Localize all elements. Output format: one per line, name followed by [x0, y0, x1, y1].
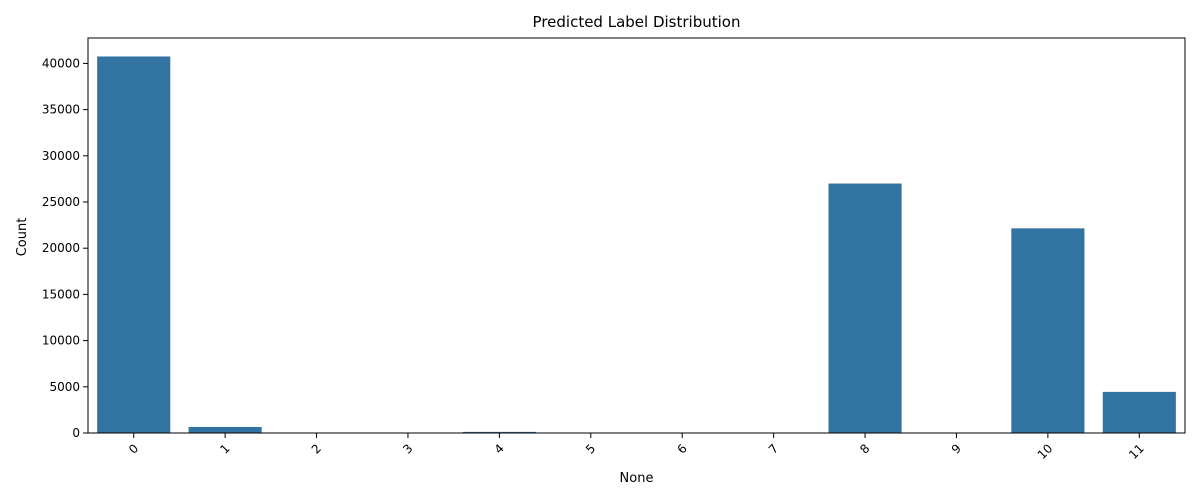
x-tick-label: 10 — [1035, 441, 1056, 462]
x-tick-label: 5 — [583, 441, 598, 456]
bar-0 — [97, 56, 170, 433]
x-tick-label: 7 — [766, 441, 781, 456]
bar-1 — [189, 427, 262, 433]
x-tick-label: 2 — [309, 441, 324, 456]
x-axis-ticks: 0 1 2 3 4 5 6 7 8 9 10 11 — [126, 433, 1147, 462]
x-tick-label: 11 — [1126, 441, 1147, 462]
y-tick-label: 25000 — [42, 195, 80, 209]
x-tick-label: 4 — [492, 441, 507, 456]
y-tick-label: 30000 — [42, 149, 80, 163]
bar-10 — [1011, 228, 1084, 433]
x-tick-label: 3 — [400, 441, 415, 456]
y-tick-label: 15000 — [42, 287, 80, 301]
x-tick-label: 1 — [217, 441, 232, 456]
x-tick-label: 6 — [674, 441, 689, 456]
y-tick-label: 10000 — [42, 334, 80, 348]
y-axis-label: Count — [15, 218, 30, 257]
bar-8 — [828, 184, 901, 433]
x-tick-label: 9 — [949, 441, 964, 456]
x-axis-label: None — [620, 471, 654, 486]
bars-group — [97, 56, 1176, 433]
x-tick-label: 8 — [857, 441, 872, 456]
x-tick-label: 0 — [126, 441, 141, 456]
y-tick-label: 0 — [72, 426, 80, 440]
chart-title: Predicted Label Distribution — [533, 13, 741, 31]
y-tick-label: 35000 — [42, 103, 80, 117]
y-axis-ticks: 0 5000 10000 15000 20000 25000 30000 35000 40000 — [42, 56, 88, 440]
y-tick-label: 5000 — [49, 380, 80, 394]
bar-11 — [1103, 392, 1176, 433]
y-tick-label: 40000 — [42, 56, 80, 70]
y-tick-label: 20000 — [42, 241, 80, 255]
